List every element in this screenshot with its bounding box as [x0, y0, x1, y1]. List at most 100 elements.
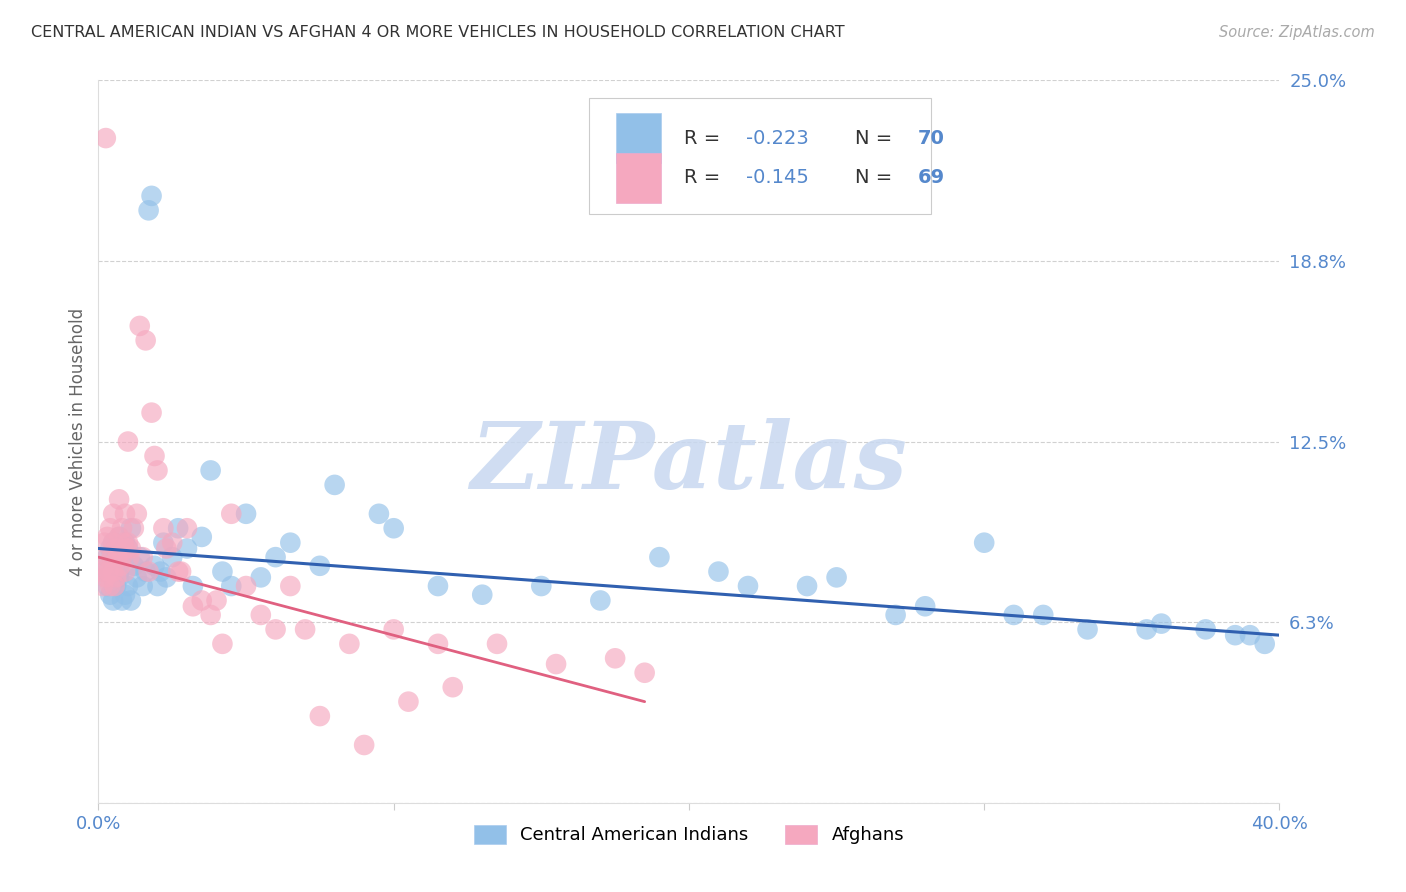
Point [398, 695, 420, 709]
Point [309, 709, 332, 723]
Point [112, 535, 135, 549]
Point [91, 579, 114, 593]
Point [546, 657, 568, 671]
Point [1195, 623, 1218, 637]
Point [294, 623, 316, 637]
Point [122, 558, 145, 573]
Point [141, 189, 163, 203]
Point [1254, 637, 1277, 651]
Point [250, 570, 273, 584]
Text: CENTRAL AMERICAN INDIAN VS AFGHAN 4 OR MORE VEHICLES IN HOUSEHOLD CORRELATION CH: CENTRAL AMERICAN INDIAN VS AFGHAN 4 OR M… [31, 25, 845, 40]
Point [128, 318, 150, 333]
Point [105, 570, 128, 584]
Point [132, 579, 155, 593]
Point [235, 507, 257, 521]
Point [108, 570, 131, 584]
Point [114, 565, 136, 579]
Point [605, 651, 627, 665]
Point [108, 492, 131, 507]
Point [111, 550, 134, 565]
Point [93, 558, 115, 573]
Point [103, 565, 125, 579]
Point [191, 593, 214, 607]
Point [211, 637, 233, 651]
Point [105, 550, 128, 565]
Point [530, 579, 553, 593]
Point [1032, 607, 1054, 622]
Point [648, 550, 671, 565]
Legend: Central American Indians, Afghans: Central American Indians, Afghans [467, 818, 911, 852]
Point [200, 607, 222, 622]
Point [108, 530, 131, 544]
Point [111, 521, 134, 535]
Point [176, 521, 198, 535]
Point [211, 565, 233, 579]
Point [103, 535, 125, 549]
Point [132, 550, 155, 565]
Bar [616, 153, 661, 203]
Point [93, 565, 115, 579]
Point [98, 521, 121, 535]
Point [427, 579, 450, 593]
Point [382, 521, 405, 535]
Text: -0.145: -0.145 [745, 169, 808, 187]
Point [1136, 623, 1159, 637]
Point [138, 203, 160, 218]
Point [110, 558, 132, 573]
Point [96, 530, 118, 544]
Point [707, 565, 730, 579]
Point [135, 334, 157, 348]
Point [191, 530, 214, 544]
Point [117, 535, 139, 549]
Point [90, 565, 112, 579]
Point [122, 521, 145, 535]
Point [141, 406, 163, 420]
Point [167, 521, 190, 535]
Point [486, 637, 509, 651]
Point [235, 579, 257, 593]
Point [96, 550, 118, 565]
Point [103, 507, 125, 521]
Point [114, 535, 136, 549]
Point [162, 535, 183, 549]
Point [825, 570, 848, 584]
Point [111, 550, 134, 565]
Point [368, 507, 391, 521]
Point [105, 541, 128, 556]
Point [589, 593, 612, 607]
Point [973, 535, 995, 549]
Point [264, 623, 287, 637]
Point [143, 449, 166, 463]
Point [250, 607, 273, 622]
Point [280, 579, 302, 593]
Point [115, 541, 138, 556]
Point [170, 565, 193, 579]
Point [1239, 628, 1261, 642]
Text: N =: N = [855, 169, 898, 187]
Point [94, 570, 117, 584]
Point [97, 565, 120, 579]
Point [155, 541, 177, 556]
Text: 69: 69 [918, 169, 945, 187]
Point [105, 579, 128, 593]
Point [884, 607, 907, 622]
Point [120, 521, 142, 535]
Point [176, 541, 198, 556]
Point [98, 541, 121, 556]
Text: 70: 70 [918, 128, 945, 147]
Point [155, 570, 177, 584]
Point [117, 579, 139, 593]
Point [146, 463, 169, 477]
Point [96, 579, 118, 593]
Point [111, 593, 134, 607]
Point [103, 535, 125, 549]
Point [471, 588, 494, 602]
Point [100, 550, 122, 565]
FancyBboxPatch shape [589, 98, 931, 214]
Point [125, 507, 148, 521]
Point [98, 588, 121, 602]
Point [427, 637, 450, 651]
Point [114, 507, 136, 521]
Point [796, 579, 818, 593]
Point [181, 599, 204, 614]
